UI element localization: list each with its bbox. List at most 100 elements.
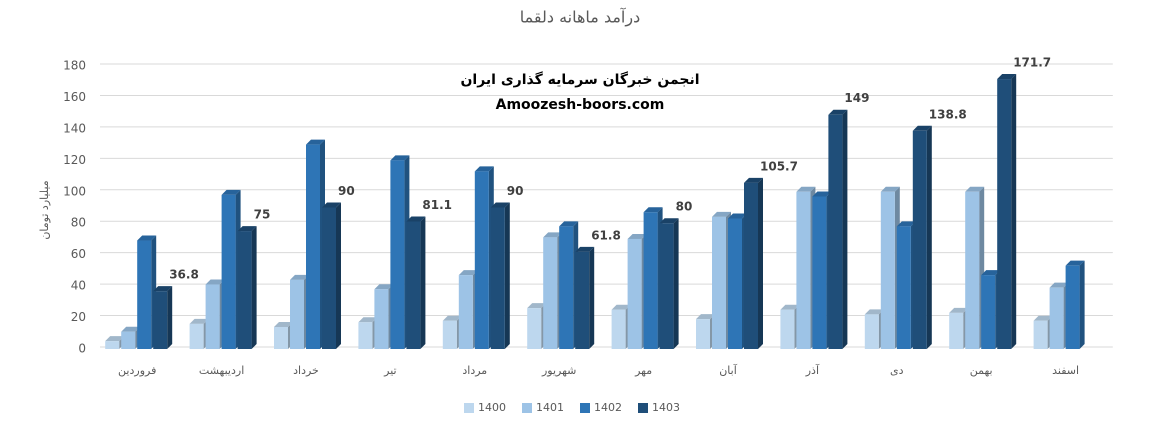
bar-side (926, 125, 932, 349)
legend-swatch (580, 403, 590, 413)
y-tick-label: 100 (63, 184, 86, 198)
bar-top (442, 315, 462, 321)
legend-label: 1401 (536, 401, 564, 414)
bar-top (981, 270, 1001, 276)
bar (575, 251, 590, 349)
bar (358, 322, 373, 349)
bar (828, 114, 843, 349)
bar (1049, 287, 1064, 349)
bar-top (458, 270, 478, 276)
bar-side (758, 177, 763, 349)
bar-top (949, 307, 969, 313)
bar (643, 212, 658, 349)
x-tick-label: آبان (719, 363, 737, 377)
bar-top (390, 155, 410, 161)
bar-side (336, 202, 341, 349)
x-tick-label: بهمن (970, 364, 993, 377)
bar (965, 191, 980, 349)
legend-label: 1403 (652, 401, 680, 414)
data-label: 81.1 (422, 198, 452, 212)
bar (121, 331, 136, 349)
bar-top (575, 246, 595, 252)
bar-top (490, 202, 510, 208)
bar-top (205, 279, 225, 285)
bar-top (105, 336, 125, 342)
x-tick-label: اسفند (1052, 364, 1079, 377)
bar (274, 326, 288, 349)
bar (205, 284, 220, 349)
bar (627, 238, 642, 349)
bar-top (237, 226, 257, 232)
bar (137, 240, 152, 349)
y-tick-label: 20 (71, 310, 86, 324)
bar-top (221, 189, 241, 195)
bar-top (1033, 315, 1053, 321)
bar (696, 319, 710, 349)
x-tick-label: اردیبهشت (199, 364, 244, 377)
bar (997, 79, 1012, 350)
bar-top (1049, 282, 1069, 288)
bar-top (965, 186, 985, 192)
bar-top (474, 166, 494, 172)
chart-title: درآمد ماهانه دلقما (520, 8, 640, 28)
bar-top (559, 221, 579, 227)
x-tick-label: دی (890, 364, 904, 377)
data-label: 61.8 (591, 228, 621, 242)
bar (322, 207, 336, 349)
y-tick-label: 0 (78, 342, 86, 356)
bar-top (744, 177, 763, 183)
bar-side (1079, 260, 1085, 349)
bar-top (997, 74, 1017, 80)
bar (912, 130, 927, 349)
bar (153, 291, 168, 349)
bar (744, 182, 758, 349)
bar-top (659, 218, 679, 224)
bar-top (274, 321, 293, 327)
x-tick-label: شهریور (541, 364, 576, 377)
y-tick-label: 180 (63, 59, 86, 73)
bar (864, 314, 879, 349)
bar (1065, 265, 1080, 349)
bar-top (290, 274, 309, 280)
bar-top (322, 202, 341, 208)
data-label: 138.8 (929, 107, 967, 121)
y-tick-label: 40 (71, 279, 86, 293)
y-tick-label: 120 (63, 153, 86, 167)
x-tick-label: مرداد (462, 364, 487, 377)
data-label: 149 (844, 91, 869, 105)
bar-top (796, 186, 816, 192)
bar (458, 275, 473, 349)
bar (949, 312, 964, 349)
x-tick-label: فروردین (118, 364, 156, 377)
bar-side (673, 218, 679, 349)
watermark: انجمن خبرگان سرمایه گذاری ایران (460, 71, 699, 88)
bar-top (153, 286, 173, 292)
bar (527, 308, 542, 349)
y-tick-label: 140 (63, 121, 86, 135)
x-tick-label: تیر (383, 364, 396, 377)
bar-side (1011, 74, 1017, 350)
bar-top (358, 317, 378, 323)
bar-side (420, 216, 426, 349)
bar (221, 194, 236, 349)
legend-swatch (464, 403, 474, 413)
bar (237, 231, 252, 349)
y-axis-title: میلیارد تومان (38, 180, 51, 239)
bar-top (780, 304, 800, 310)
bar-top (627, 233, 647, 239)
bar-top (1065, 260, 1085, 266)
data-label: 90 (338, 184, 355, 198)
legend-swatch (522, 403, 532, 413)
y-tick-label: 60 (71, 247, 86, 261)
bar (728, 218, 742, 349)
bar-top (189, 318, 209, 324)
data-label: 171.7 (1013, 56, 1051, 70)
y-tick-label: 160 (63, 90, 86, 104)
bar-top (728, 213, 747, 219)
bar-side (167, 286, 173, 349)
bar-top (828, 109, 848, 115)
x-tick-label: مهر (634, 364, 652, 377)
bar-side (842, 109, 848, 349)
bar-top (712, 211, 731, 217)
